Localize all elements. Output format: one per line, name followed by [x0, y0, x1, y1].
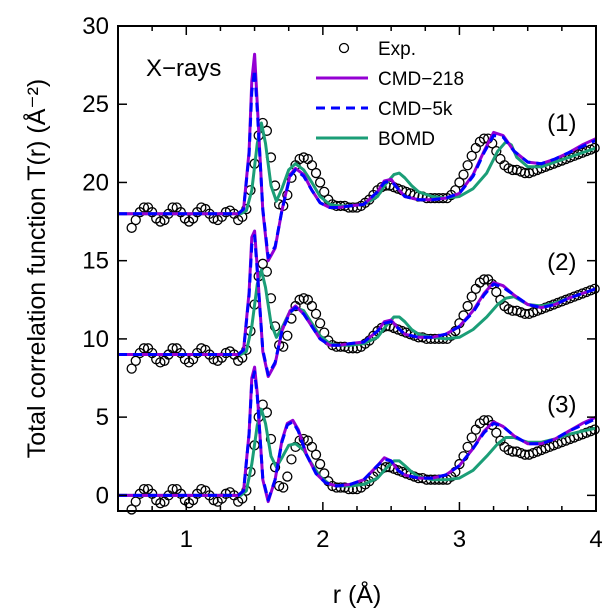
exp-point — [314, 177, 326, 188]
exp-point — [265, 433, 277, 445]
annotation-label: X−rays — [146, 55, 221, 82]
panel-label: (3) — [547, 391, 576, 418]
x-axis-title: r (Å) — [333, 579, 382, 609]
y-tick-label: 0 — [96, 482, 109, 509]
exp-point — [126, 222, 137, 233]
exp-point — [589, 142, 600, 154]
x-tick-label: 1 — [180, 526, 193, 553]
exp-point — [138, 202, 150, 213]
legend-label: CMD−218 — [378, 69, 464, 90]
exp-point — [282, 330, 293, 341]
series-line-cmd218 — [118, 52, 597, 263]
x-tick-label: 3 — [453, 526, 466, 553]
panel-label: (1) — [547, 110, 576, 137]
y-tick-label: 10 — [82, 326, 109, 353]
series-line-cmd5k — [118, 234, 597, 377]
y-tick-label: 25 — [82, 91, 109, 118]
exp-point — [589, 283, 600, 294]
exp-point — [130, 214, 141, 226]
exp-point — [310, 449, 322, 460]
legend: Exp. CMD−218 CMD−5k BOMD — [316, 39, 464, 150]
exp-point — [138, 343, 150, 354]
exp-point — [310, 308, 322, 320]
panel-label: (2) — [547, 249, 576, 276]
exp-point — [421, 333, 432, 345]
exp-point — [314, 458, 326, 470]
x-tick-label: 4 — [589, 526, 602, 553]
legend-marker — [338, 42, 350, 54]
panel-labels: (1) (2) (3) — [547, 110, 576, 419]
exp-point — [466, 150, 477, 162]
exp-point — [126, 504, 137, 515]
exp-point — [278, 482, 289, 493]
y-axis-title: Total correlation function T(r) (Å⁻²) — [21, 79, 51, 459]
series-line-cmd218 — [118, 229, 597, 378]
exp-point — [306, 441, 318, 453]
exp-point — [458, 169, 469, 180]
exp-point — [478, 133, 490, 144]
exp-point — [167, 202, 178, 213]
exp-point — [454, 458, 465, 470]
exp-point — [462, 160, 473, 171]
legend-label: BOMD — [378, 129, 435, 150]
exp-point — [314, 318, 326, 329]
exp-point — [331, 482, 342, 493]
exp-point — [478, 274, 490, 285]
exp-point — [306, 160, 318, 171]
exp-point — [286, 454, 297, 465]
series-line-cmd5k — [118, 370, 597, 502]
exp-point — [167, 483, 178, 495]
axis-ticks: 0 5 10 15 20 25 30 1 2 3 4 — [82, 13, 602, 553]
exp-point — [478, 415, 490, 426]
exp-point — [310, 167, 322, 179]
exp-point — [306, 300, 318, 312]
x-tick-label: 2 — [316, 526, 329, 553]
exp-point — [491, 286, 502, 298]
plot-area — [118, 52, 600, 515]
y-tick-label: 15 — [82, 248, 109, 275]
plot-frame — [117, 25, 597, 512]
exp-point — [466, 432, 477, 443]
exp-point — [138, 483, 150, 495]
legend-label: Exp. — [378, 39, 416, 60]
exp-point — [130, 355, 141, 366]
exp-point — [331, 341, 342, 352]
legend-label: CMD−5k — [378, 99, 453, 120]
y-tick-label: 30 — [82, 13, 109, 40]
exp-point — [319, 186, 330, 197]
exp-point — [167, 343, 178, 354]
exp-point — [130, 496, 141, 507]
exp-point — [491, 427, 502, 438]
exp-point — [126, 363, 137, 374]
exp-point — [454, 177, 465, 188]
y-tick-label: 5 — [96, 404, 109, 431]
y-tick-label: 20 — [82, 169, 109, 196]
exp-point — [282, 471, 293, 482]
exp-point — [466, 291, 477, 302]
exp-point — [462, 300, 473, 312]
exp-point — [462, 441, 473, 453]
